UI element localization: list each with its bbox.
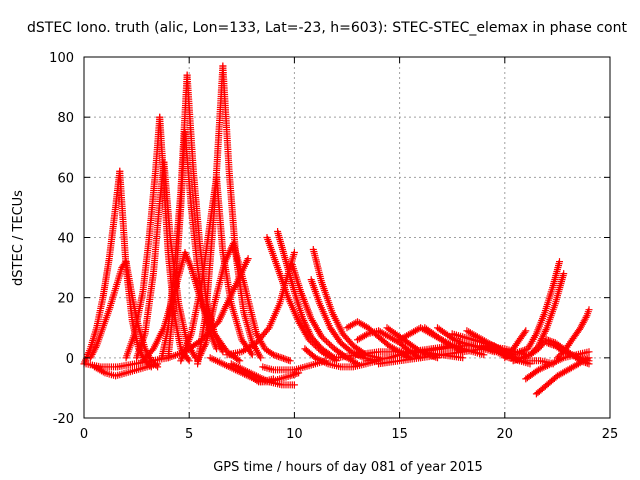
series-47 [516,258,563,356]
y-axis-label: dSTEC / TECUs [11,190,26,286]
series-marks [501,327,530,362]
series-13 [219,62,265,362]
x-tick-label: 25 [602,427,619,442]
series-21 [91,360,162,380]
y-tick-label: 60 [57,171,74,186]
x-tick-label: 10 [286,427,303,442]
x-tick-label: 15 [391,427,408,442]
series-15 [213,173,256,359]
series-marks [86,258,130,362]
y-tick-label: 0 [66,352,74,367]
series-2 [86,258,130,362]
data-points [80,62,593,398]
series-marks [516,258,563,356]
series-marks [522,348,593,383]
series-4 [122,113,164,362]
series-53 [553,306,593,362]
series-marks [553,306,593,362]
series-16 [194,240,260,365]
series-20 [82,255,252,371]
series-marks [274,228,338,362]
series-marks [91,360,162,380]
y-tick-label: 80 [57,111,74,126]
y-tick-label: 100 [49,51,74,66]
x-tick-label: 0 [80,427,88,442]
series-marks [133,158,168,362]
x-axis-label: GPS time / hours of day 081 of year 2015 [213,460,483,475]
series-51 [522,348,593,383]
y-tick-label: 20 [57,292,74,307]
series-marks [219,62,265,362]
series-52 [532,354,593,398]
x-tick-label: 20 [497,427,514,442]
series-46 [501,327,530,362]
y-tick-label: 40 [57,232,74,247]
y-tick-label: -20 [53,412,74,427]
series-6 [133,158,168,362]
series-marks [82,255,252,371]
series-28 [274,228,338,362]
series-marks [122,113,164,362]
series-marks [238,366,303,386]
axis-ticks: 0 5 10 15 20 25 -20 0 20 40 60 80 100 [49,51,618,442]
series-marks [213,173,256,359]
chart-title: dSTEC Iono. truth (alic, Lon=133, Lat=-2… [27,20,627,36]
series-24 [238,366,303,386]
series-marks [194,240,260,365]
series-marks [532,354,593,398]
x-tick-label: 5 [185,427,193,442]
